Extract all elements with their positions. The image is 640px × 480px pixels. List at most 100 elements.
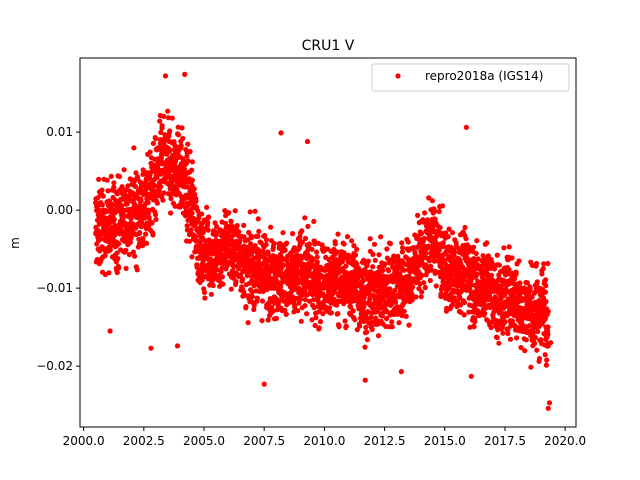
data-point (127, 239, 134, 245)
data-point (294, 252, 300, 258)
data-point (496, 340, 502, 346)
data-point (332, 241, 338, 247)
data-point (243, 304, 249, 310)
data-point (165, 108, 171, 114)
data-point (527, 286, 533, 292)
data-point (418, 231, 424, 237)
data-point (278, 269, 284, 276)
data-point (398, 369, 404, 375)
data-point (451, 262, 457, 268)
data-point (516, 258, 522, 264)
data-point (538, 316, 544, 322)
data-point (297, 234, 303, 240)
data-point (278, 284, 284, 290)
data-point (93, 230, 99, 237)
data-point (312, 269, 318, 276)
data-point (99, 202, 105, 208)
data-point (504, 269, 510, 276)
data-point (509, 255, 515, 261)
data-point (350, 308, 356, 314)
data-point (314, 254, 320, 260)
data-point (500, 293, 506, 299)
data-point (99, 187, 105, 193)
data-point (182, 71, 188, 77)
data-point (259, 318, 265, 324)
y-tick-label: −0.01 (36, 281, 73, 295)
data-point (107, 199, 113, 205)
legend: repro2018a (IGS14) (371, 63, 570, 92)
data-point (214, 267, 220, 273)
data-point (228, 219, 234, 225)
data-point (369, 326, 375, 333)
data-point (174, 168, 181, 174)
data-point (263, 242, 269, 248)
data-point (112, 223, 118, 229)
data-point (219, 274, 225, 280)
data-point (309, 317, 315, 323)
data-point (524, 329, 530, 335)
data-point (129, 191, 135, 198)
chart-title: CRU1 V (302, 38, 355, 54)
data-point (437, 225, 443, 231)
data-point (236, 229, 242, 235)
data-point (125, 183, 131, 189)
data-point (403, 313, 409, 319)
data-point (365, 308, 371, 315)
data-point (364, 329, 370, 335)
data-point (320, 311, 326, 317)
data-point (181, 166, 188, 172)
data-point (158, 184, 164, 190)
data-point (150, 191, 156, 198)
data-point (543, 283, 549, 289)
data-point (314, 259, 320, 265)
data-point (406, 322, 412, 328)
data-point (162, 176, 169, 182)
data-points (93, 71, 554, 411)
data-point (249, 294, 255, 300)
data-point (501, 245, 507, 251)
data-point (107, 247, 113, 253)
data-point (413, 254, 419, 260)
data-point (124, 199, 130, 205)
data-point (270, 308, 276, 314)
data-point (545, 308, 551, 315)
data-point (309, 246, 315, 252)
data-point (136, 215, 142, 221)
data-point (220, 254, 226, 260)
data-point (117, 230, 123, 237)
data-point (118, 196, 124, 202)
data-point (524, 293, 530, 299)
data-point (362, 267, 368, 273)
data-point (422, 284, 428, 291)
data-point (540, 265, 546, 272)
data-point (133, 170, 139, 176)
data-point (278, 130, 284, 136)
data-point (334, 302, 340, 308)
data-point (97, 191, 104, 198)
data-point (311, 297, 317, 303)
data-point (134, 176, 140, 182)
data-point (419, 272, 425, 278)
data-point (394, 269, 400, 276)
data-point (384, 277, 390, 283)
data-point (119, 184, 125, 190)
data-point (505, 330, 511, 337)
data-point (153, 136, 159, 142)
x-tick-label: 2002.5 (123, 434, 165, 448)
data-point (429, 198, 435, 204)
data-point (302, 215, 308, 221)
data-point (140, 235, 146, 242)
data-point (189, 159, 196, 165)
data-point (192, 192, 198, 198)
data-point (384, 246, 390, 252)
data-point (204, 204, 210, 210)
data-point (468, 373, 474, 379)
data-point (218, 269, 224, 275)
data-point (482, 310, 488, 316)
data-point (241, 234, 247, 240)
data-point (116, 265, 122, 271)
data-point (123, 265, 129, 271)
data-point (401, 308, 407, 314)
data-point (153, 216, 159, 223)
